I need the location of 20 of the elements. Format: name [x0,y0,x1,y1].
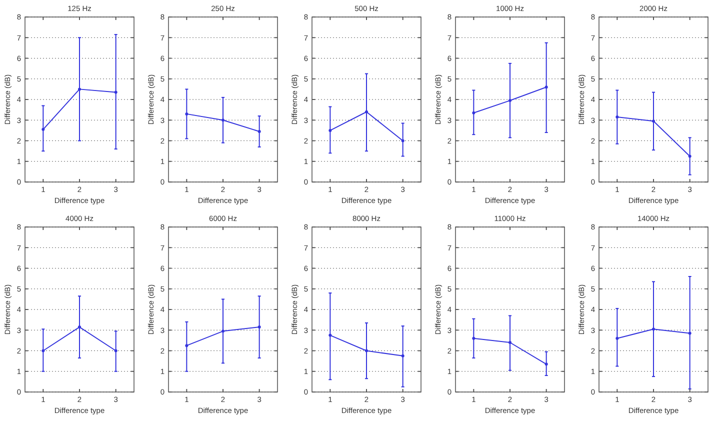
point [114,90,118,94]
point [185,112,188,116]
point [365,349,368,352]
point [472,111,476,114]
point [42,128,45,131]
point [688,154,692,158]
point [328,334,332,337]
point [258,326,261,329]
point [544,86,548,89]
point [616,116,619,119]
point [544,362,548,366]
point [328,128,332,132]
point [616,336,619,340]
point [258,130,261,133]
point [78,88,81,91]
point [472,336,476,340]
point [401,139,404,142]
point [688,332,692,335]
point [401,354,404,358]
point [185,344,188,348]
